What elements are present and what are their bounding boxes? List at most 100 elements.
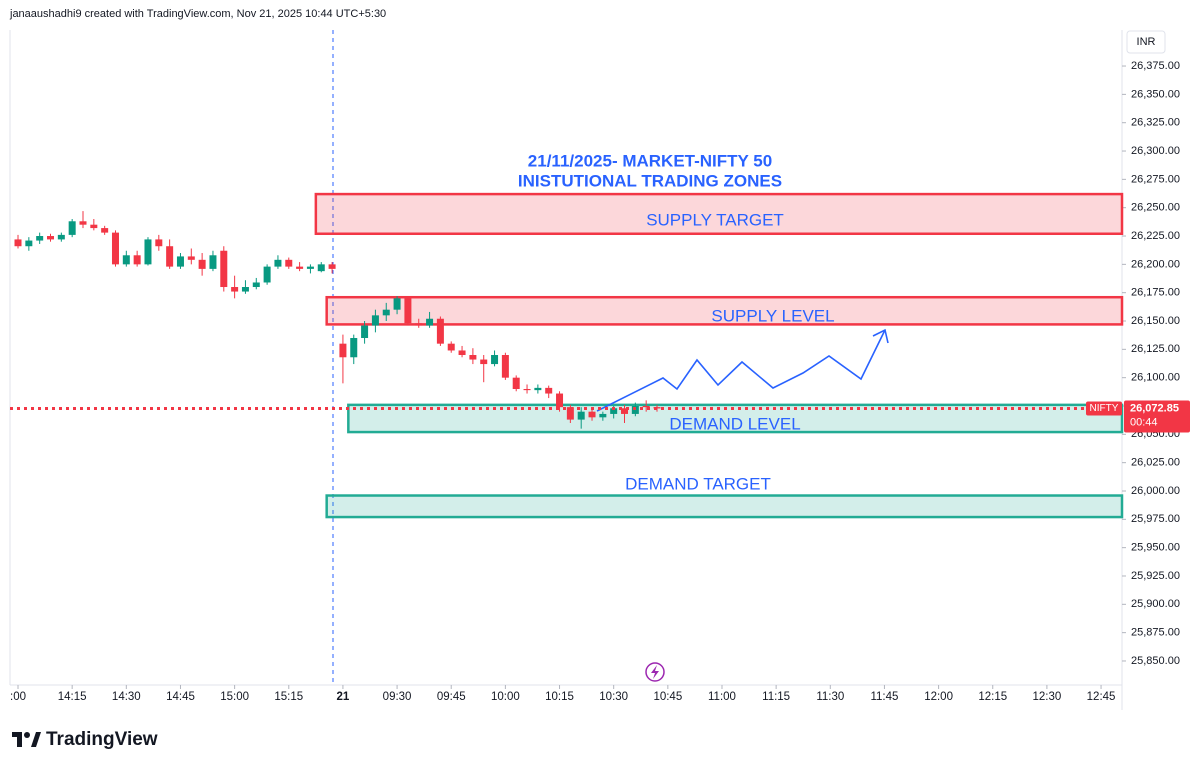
candle-body (328, 264, 336, 269)
y-tick-label: 26,025.00 (1131, 457, 1180, 469)
candle-body (176, 256, 184, 267)
x-tick-label: 12:15 (978, 691, 1007, 703)
y-tick-label: 26,000.00 (1131, 485, 1180, 497)
y-tick-label: 26,300.00 (1131, 145, 1180, 157)
candle-body (361, 325, 369, 339)
zone-label: DEMAND TARGET (625, 474, 771, 493)
candle-body (404, 298, 412, 324)
candle-body (166, 246, 174, 267)
candle-body (566, 407, 574, 420)
currency-box[interactable] (1126, 30, 1166, 54)
symbol-tag (1086, 401, 1122, 416)
candle-body (621, 408, 629, 414)
candle-body (90, 224, 98, 229)
candle-body (306, 266, 314, 269)
candle-body (122, 255, 130, 265)
x-tick-label: 10:00 (491, 691, 520, 703)
zone (325, 295, 1124, 326)
symbol-label: NIFTY (1090, 403, 1119, 414)
price-tag-label: 26,072.85 (1130, 402, 1179, 414)
candle-body (79, 221, 87, 225)
y-tick-label: 26,100.00 (1131, 372, 1180, 384)
chart-title: 21/11/2025- MARKET-NIFTY 50 (528, 151, 772, 170)
candle-body (296, 266, 304, 269)
y-tick-label: 26,150.00 (1131, 315, 1180, 327)
candle-body (68, 221, 76, 235)
logo-mark (12, 732, 22, 747)
candle-body (382, 309, 390, 316)
candle-body (523, 389, 531, 391)
candle-body (339, 343, 347, 358)
zone (347, 403, 1124, 434)
logo-text: TradingView (46, 729, 158, 750)
candle-body (436, 318, 444, 344)
x-tick-label: 11:45 (870, 691, 898, 703)
candle-body (187, 256, 195, 260)
candle-body (133, 255, 141, 265)
y-tick-label: 25,900.00 (1131, 598, 1180, 610)
x-tick-label: 11:00 (708, 691, 736, 703)
candle-body (241, 287, 249, 292)
x-tick-label: 12:30 (1033, 691, 1062, 703)
plot-layer: 25,850.00 25,875.00 25,900.00 25,925.00 25,9… (10, 60, 1180, 703)
candle-body (491, 355, 499, 365)
x-tick-label: 10:30 (599, 691, 628, 703)
zone (314, 192, 1124, 236)
candle-body (263, 266, 271, 283)
candle-body (642, 406, 650, 408)
x-tick-label: 12:45 (1087, 691, 1116, 703)
candle-body (577, 411, 585, 420)
x-tick-label: 10:15 (545, 691, 574, 703)
candle-body (25, 240, 33, 247)
candle-body (144, 239, 152, 265)
y-tick-label: 26,175.00 (1131, 287, 1180, 299)
currency[interactable]: INR (1137, 36, 1156, 48)
candle-body (588, 411, 596, 418)
projection-path (596, 329, 886, 412)
zone-label: SUPPLY LEVEL (711, 306, 834, 325)
candle-body (545, 387, 553, 394)
candle-body (101, 228, 109, 233)
candle-body (501, 355, 509, 378)
countdown-label: 00:44 (1130, 416, 1158, 428)
candle-body (36, 236, 44, 241)
candle-body (415, 323, 423, 326)
candle-body (393, 298, 401, 310)
candle-body (274, 259, 282, 267)
y-tick-label: 26,200.00 (1131, 258, 1180, 270)
y-tick-label: 26,250.00 (1131, 202, 1180, 214)
projection-arrowhead (872, 328, 889, 344)
x-tick-label: 10:45 (653, 691, 682, 703)
zone-label: SUPPLY TARGET (646, 210, 784, 229)
candle-body (252, 282, 260, 288)
candle-body (599, 413, 607, 418)
candle-body (220, 250, 228, 288)
candle-body (155, 239, 163, 247)
logo-mark (24, 732, 30, 738)
zone-label: DEMAND LEVEL (669, 414, 800, 433)
candle-body (47, 236, 55, 240)
candle-body (631, 406, 639, 414)
candle-body (447, 343, 455, 351)
x-tick-label: 21 (337, 691, 350, 703)
candle-body (371, 315, 379, 326)
x-tick-label: 15:00 (220, 691, 249, 703)
x-tick-label: 12:00 (924, 691, 953, 703)
x-tick-label: 11:15 (762, 691, 790, 703)
y-tick-label: 25,850.00 (1131, 655, 1180, 667)
candle-body (111, 232, 119, 265)
candle-body (512, 377, 520, 390)
y-tick-label: 26,375.00 (1131, 60, 1180, 72)
header: janaaushadhi9 created with TradingView.c… (9, 8, 386, 20)
candle-body (534, 387, 542, 391)
x-tick-label: 11:30 (816, 691, 844, 703)
y-tick-label: 26,225.00 (1131, 230, 1180, 242)
chart-subtitle: INISTUTIONAL TRADING ZONES (518, 171, 782, 190)
price-tag (1124, 400, 1190, 433)
candle-body (14, 239, 22, 247)
x-tick-label: 14:30 (112, 691, 141, 703)
x-tick-label: 14:45 (166, 691, 195, 703)
candle-body (653, 407, 661, 409)
y-tick-label: 26,325.00 (1131, 117, 1180, 129)
